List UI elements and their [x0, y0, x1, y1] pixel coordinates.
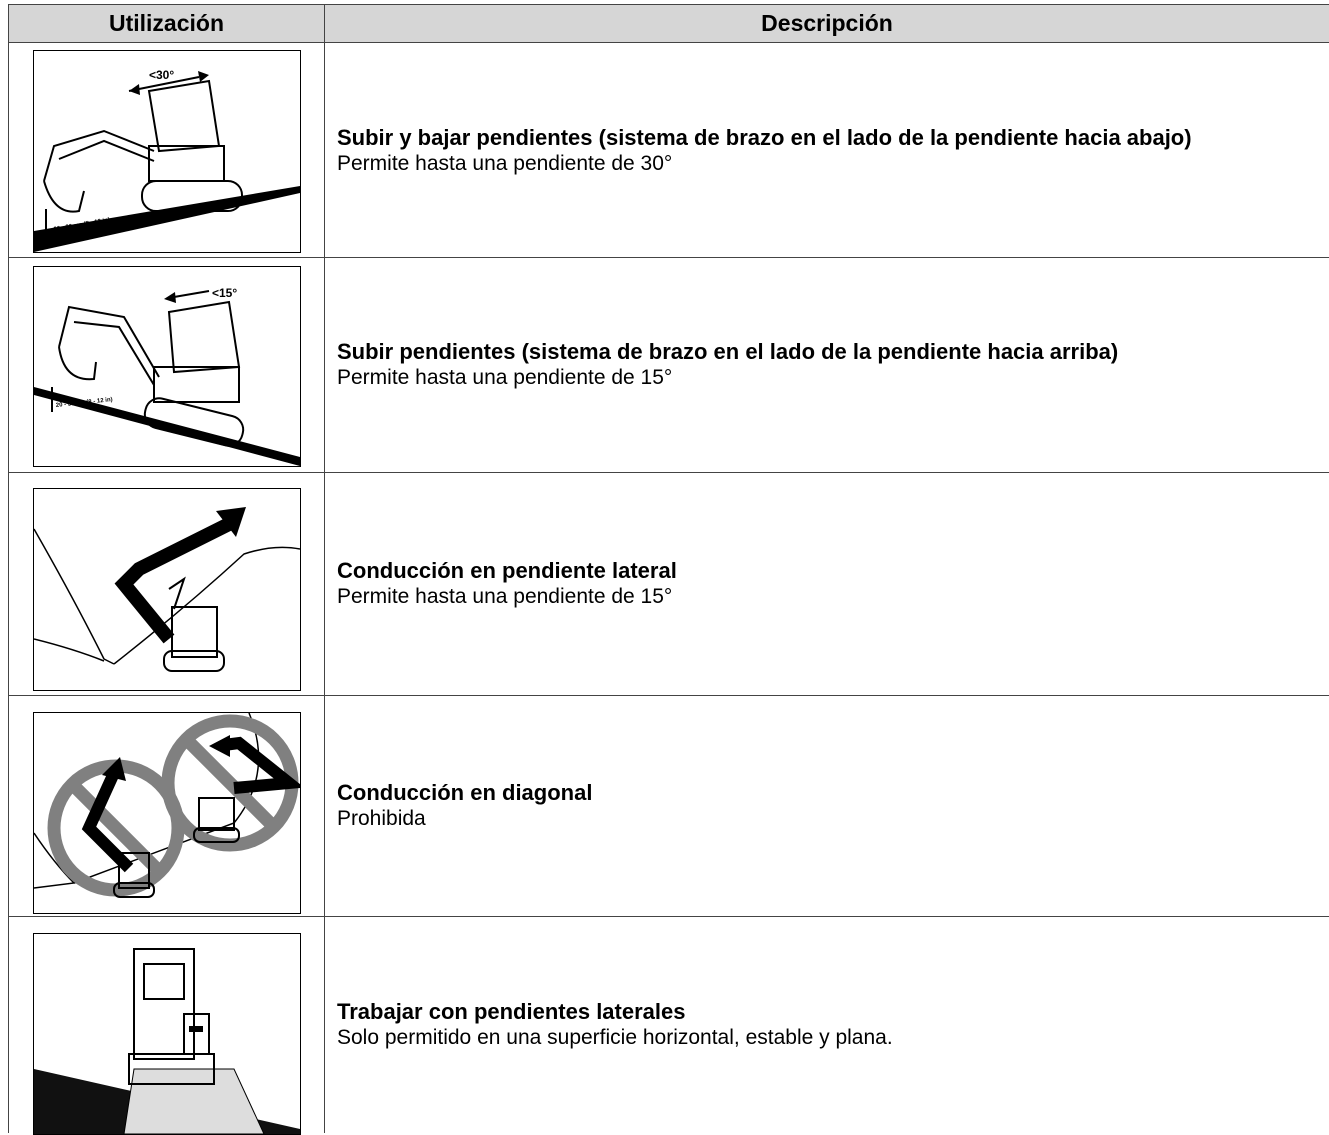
row-divider	[8, 257, 1329, 258]
description: Subir y bajar pendientes (sistema de bra…	[337, 43, 1322, 257]
image-label: <15°	[212, 286, 237, 300]
side-slope-driving	[34, 507, 300, 672]
description: Subir pendientes (sistema de brazo en el…	[337, 257, 1322, 472]
header-cell: Utilización	[8, 4, 325, 43]
image-label: 20 - 30 cm (8 - 12 in)	[56, 397, 113, 409]
row-text: Permite hasta una pendiente de 15°	[337, 585, 673, 608]
table-border	[8, 43, 9, 1133]
column-divider	[324, 43, 325, 1133]
row-text: Prohibida	[337, 807, 426, 830]
row-title: Trabajar con pendientes laterales	[337, 999, 686, 1024]
row-title: Conducción en diagonal	[337, 780, 593, 805]
excavator-uphill: <15° 20 - 30 cm (8 - 12 in)	[34, 286, 300, 466]
row-text: Permite hasta una pendiente de 15°	[337, 366, 673, 389]
row-text: Permite hasta una pendiente de 30°	[337, 151, 673, 175]
row-title: Conducción en pendiente lateral	[337, 558, 677, 583]
diagonal-driving-prohibited	[34, 713, 300, 898]
illustration	[33, 933, 301, 1135]
row-divider	[8, 916, 1329, 917]
description: Conducción en diagonal Prohibida	[337, 695, 1322, 916]
illustration	[33, 488, 301, 691]
image-label: <30°	[149, 68, 174, 82]
row-text: Solo permitido en una superficie horizon…	[337, 1026, 893, 1049]
row-title: Subir y bajar pendientes (sistema de bra…	[337, 124, 1192, 150]
row-title: Subir pendientes (sistema de brazo en el…	[337, 339, 1119, 364]
illustration: <30° 20 - 30 cm (8 - 12 in)	[33, 50, 301, 253]
illustration: <15° 20 - 30 cm (8 - 12 in)	[33, 266, 301, 467]
description: Conducción en pendiente lateral Permite …	[337, 472, 1322, 695]
description: Trabajar con pendientes laterales Solo p…	[337, 916, 1322, 1133]
working-side-slope	[34, 948, 300, 1134]
row-divider	[8, 472, 1329, 473]
excavator-downhill: <30° 20 - 30 cm (8 - 12 in)	[34, 68, 300, 252]
illustration	[33, 712, 301, 914]
header-cell: Descripción	[324, 4, 1329, 43]
row-divider	[8, 695, 1329, 696]
